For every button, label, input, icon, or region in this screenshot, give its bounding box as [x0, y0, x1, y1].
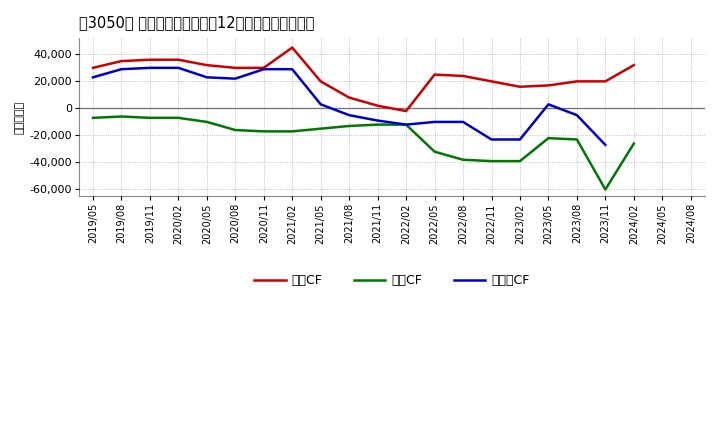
投賃CF — [316, 126, 325, 131]
営業CF — [145, 57, 154, 62]
営業CF — [544, 83, 553, 88]
営業CF — [487, 79, 496, 84]
フリーCF — [373, 118, 382, 123]
営業CF — [572, 79, 581, 84]
投賃CF — [629, 141, 638, 146]
フリーCF — [516, 137, 524, 142]
営業CF — [202, 62, 211, 68]
フリーCF — [117, 66, 126, 72]
投賃CF — [259, 129, 268, 134]
フリーCF — [345, 113, 354, 118]
フリーCF — [601, 142, 610, 147]
営業CF — [174, 57, 183, 62]
営業CF — [431, 72, 439, 77]
Text: ［3050］ キャッシュフローの12か月移動合計の推移: ［3050］ キャッシュフローの12か月移動合計の推移 — [78, 15, 314, 30]
営業CF — [629, 62, 638, 68]
投賃CF — [89, 115, 97, 121]
投賃CF — [288, 129, 297, 134]
営業CF — [231, 65, 240, 70]
営業CF — [316, 79, 325, 84]
営業CF — [288, 45, 297, 50]
投賃CF — [231, 128, 240, 133]
投賃CF — [402, 122, 410, 127]
フリーCF — [402, 122, 410, 127]
営業CF — [259, 65, 268, 70]
フリーCF — [572, 113, 581, 118]
営業CF — [373, 103, 382, 108]
投賃CF — [459, 157, 467, 162]
投賃CF — [202, 119, 211, 125]
フリーCF — [145, 65, 154, 70]
投賃CF — [572, 137, 581, 142]
Legend: 営業CF, 投賃CF, フリーCF: 営業CF, 投賃CF, フリーCF — [249, 269, 534, 292]
Line: フリーCF: フリーCF — [93, 68, 606, 145]
投賃CF — [601, 187, 610, 192]
投賃CF — [174, 115, 183, 121]
営業CF — [459, 73, 467, 79]
投賃CF — [145, 115, 154, 121]
フリーCF — [544, 102, 553, 107]
フリーCF — [231, 76, 240, 81]
投賃CF — [345, 123, 354, 128]
フリーCF — [202, 75, 211, 80]
フリーCF — [174, 65, 183, 70]
営業CF — [117, 59, 126, 64]
フリーCF — [89, 75, 97, 80]
Line: 営業CF: 営業CF — [93, 48, 634, 111]
営業CF — [601, 79, 610, 84]
フリーCF — [316, 102, 325, 107]
Y-axis label: （百万円）: （百万円） — [15, 101, 25, 134]
投賃CF — [516, 158, 524, 164]
営業CF — [402, 109, 410, 114]
フリーCF — [487, 137, 496, 142]
投賃CF — [431, 149, 439, 154]
投賃CF — [544, 136, 553, 141]
投賃CF — [487, 158, 496, 164]
フリーCF — [259, 66, 268, 72]
フリーCF — [431, 119, 439, 125]
投賃CF — [373, 122, 382, 127]
営業CF — [516, 84, 524, 89]
フリーCF — [459, 119, 467, 125]
営業CF — [89, 65, 97, 70]
Line: 投賃CF: 投賃CF — [93, 117, 634, 190]
営業CF — [345, 95, 354, 100]
投賃CF — [117, 114, 126, 119]
フリーCF — [288, 66, 297, 72]
